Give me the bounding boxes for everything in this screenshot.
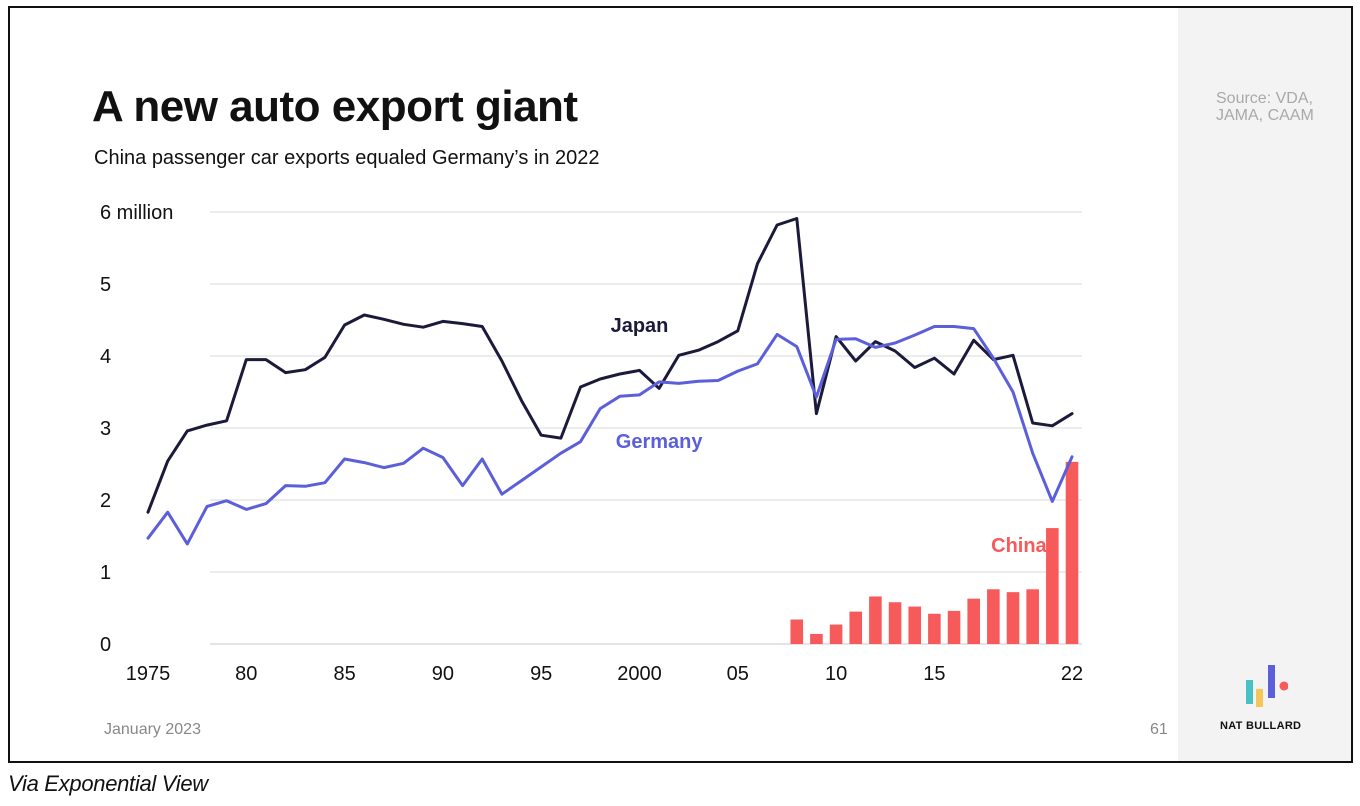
china-bar-2016 xyxy=(947,610,961,644)
china-bar-2011 xyxy=(849,611,863,644)
y-tick-label: 2 xyxy=(100,490,111,512)
x-tick-label: 1975 xyxy=(126,663,171,685)
china-bar-2018 xyxy=(987,589,1000,644)
page-title: A new auto export giant xyxy=(92,82,578,131)
china-bar-2014 xyxy=(908,606,922,644)
y-tick-label: 6 million xyxy=(100,202,173,224)
page-number: 61 xyxy=(1150,721,1168,738)
x-tick-label: 10 xyxy=(825,663,847,685)
x-tick-label: 95 xyxy=(530,663,552,685)
china-bar-2009 xyxy=(810,633,823,644)
nat-bullard-logo xyxy=(1246,665,1288,707)
x-tick-label: 2000 xyxy=(617,663,662,685)
china-bar-2020 xyxy=(1026,589,1039,644)
x-tick-label: 85 xyxy=(333,663,355,685)
china-bar-2015 xyxy=(928,613,941,644)
brand-name: NAT BULLARD xyxy=(1220,720,1302,732)
china-bar-2022 xyxy=(1065,461,1079,644)
x-tick-label: 05 xyxy=(727,663,749,685)
x-tick-label: 90 xyxy=(432,663,454,685)
slide: Source: VDA, JAMA, CAAM A new auto expor… xyxy=(8,6,1353,763)
x-tick-label: 22 xyxy=(1061,663,1083,685)
china-bar-2013 xyxy=(888,602,902,644)
x-tick-label: 80 xyxy=(235,663,257,685)
y-tick-label: 5 xyxy=(100,274,111,296)
china-bar-2012 xyxy=(869,596,882,644)
page-subtitle: China passenger car exports equaled Germ… xyxy=(94,147,600,169)
grid-layer xyxy=(210,211,1082,645)
series-labels: Japan Germany China xyxy=(611,315,1048,557)
image-caption: Via Exponential View xyxy=(8,771,208,796)
y-tick-label: 0 xyxy=(100,634,111,656)
source-note: Source: VDA, JAMA, CAAM xyxy=(1216,90,1314,124)
china-bars xyxy=(790,461,1079,644)
china-bar-2017 xyxy=(967,598,980,644)
axis-labels: 0 1 2 3 4 5 6 million 1975 80 85 90 95 2000 05 10 15 22 xyxy=(100,202,1083,685)
sidebar-panel xyxy=(1178,8,1351,761)
x-tick-label: 15 xyxy=(923,663,945,685)
china-bar-2010 xyxy=(829,624,843,644)
footer-date: January 2023 xyxy=(104,721,201,738)
germany-line xyxy=(146,325,1074,546)
y-tick-label: 4 xyxy=(100,346,111,368)
japan-label: Japan xyxy=(611,315,669,337)
y-tick-label: 3 xyxy=(100,418,111,440)
china-bar-2019 xyxy=(1006,592,1020,644)
line-series xyxy=(146,217,1074,546)
china-bar-2008 xyxy=(790,619,804,644)
china-bar-2021 xyxy=(1046,528,1059,644)
germany-label: Germany xyxy=(616,431,704,453)
japan-line xyxy=(146,217,1074,514)
y-tick-label: 1 xyxy=(100,562,111,584)
china-label: China xyxy=(991,535,1047,557)
